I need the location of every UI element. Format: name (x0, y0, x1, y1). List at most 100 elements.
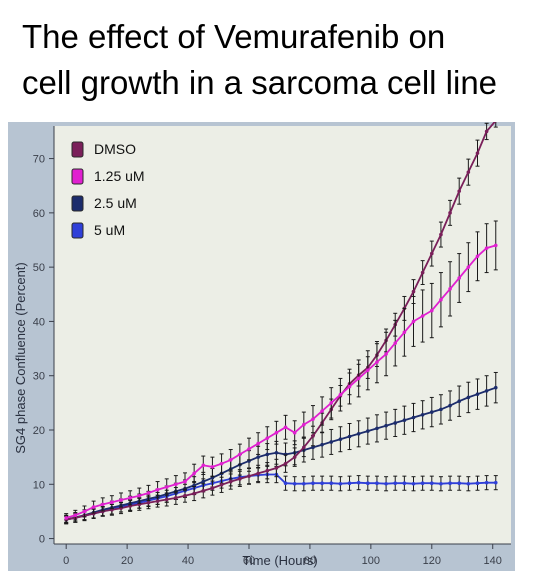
data-point (384, 352, 388, 356)
data-point (229, 480, 233, 484)
data-point (211, 486, 215, 490)
slide-title: The effect of Vemurafenib on cell growth… (22, 14, 537, 106)
legend-item: 2.5 uM (72, 195, 137, 211)
data-point (329, 481, 333, 485)
x-tick-label: 40 (182, 555, 194, 567)
data-point (238, 477, 242, 481)
data-point (293, 431, 297, 435)
data-point (448, 481, 452, 485)
legend-label: DMSO (94, 141, 136, 157)
data-point (229, 458, 233, 462)
data-point (329, 401, 333, 405)
data-point (421, 271, 425, 275)
data-point (375, 481, 379, 485)
data-point (128, 496, 132, 500)
data-point (192, 472, 196, 476)
data-point (256, 472, 260, 476)
data-point (348, 385, 352, 389)
data-point (256, 442, 260, 446)
y-tick-label: 10 (33, 479, 45, 491)
data-point (265, 436, 269, 440)
x-tick-label: 0 (63, 555, 69, 567)
data-point (375, 360, 379, 364)
legend-label: 5 uM (94, 222, 125, 238)
data-point (147, 491, 151, 495)
data-point (156, 499, 160, 503)
data-point (138, 494, 142, 498)
data-point (293, 455, 297, 459)
data-point (339, 437, 343, 441)
data-point (439, 233, 443, 237)
data-point (183, 494, 187, 498)
title-line-2: cell growth in a sarcoma cell line (22, 60, 537, 106)
data-point (494, 244, 498, 248)
data-point (247, 474, 251, 478)
data-point (430, 481, 434, 485)
data-point (467, 396, 471, 400)
data-point (275, 466, 279, 470)
data-point (101, 503, 105, 507)
data-point (201, 463, 205, 467)
data-point (293, 482, 297, 486)
data-point (311, 481, 315, 485)
data-point (220, 483, 224, 487)
data-point (238, 453, 242, 457)
data-point (192, 492, 196, 496)
data-point (339, 482, 343, 486)
data-point (110, 500, 114, 504)
data-point (403, 481, 407, 485)
data-point (412, 482, 416, 486)
data-point (174, 482, 178, 486)
data-point (393, 481, 397, 485)
data-point (467, 265, 471, 269)
y-tick-label: 50 (33, 262, 45, 274)
legend-item: 5 uM (72, 222, 125, 238)
y-tick-label: 0 (39, 534, 45, 546)
data-point (448, 287, 452, 291)
data-point (201, 480, 205, 484)
y-tick-label: 30 (33, 371, 45, 383)
data-point (412, 416, 416, 420)
data-point (165, 485, 169, 489)
data-point (265, 453, 269, 457)
data-point (366, 429, 370, 433)
title-line-1: The effect of Vemurafenib on (22, 14, 537, 60)
x-tick-label: 20 (121, 555, 133, 567)
y-tick-label: 20 (33, 425, 45, 437)
data-point (485, 246, 489, 250)
data-point (494, 481, 498, 485)
legend-swatch (72, 169, 83, 184)
x-tick-label: 120 (423, 555, 441, 567)
data-point (421, 314, 425, 318)
data-point (457, 399, 461, 403)
data-point (348, 481, 352, 485)
legend-label: 2.5 uM (94, 195, 137, 211)
data-point (457, 189, 461, 193)
data-point (357, 432, 361, 436)
data-point (366, 368, 370, 372)
y-tick-label: 40 (33, 316, 45, 328)
data-point (311, 417, 315, 421)
data-point (329, 440, 333, 444)
data-point (430, 410, 434, 414)
y-tick-label: 60 (33, 208, 45, 220)
data-point (439, 408, 443, 412)
data-point (457, 481, 461, 485)
data-point (165, 498, 169, 502)
data-point (430, 309, 434, 313)
data-point (457, 276, 461, 280)
data-point (412, 320, 416, 324)
legend-label: 1.25 uM (94, 168, 145, 184)
data-point (485, 481, 489, 485)
data-point (320, 409, 324, 413)
data-point (275, 451, 279, 455)
data-point (393, 421, 397, 425)
data-point (448, 404, 452, 408)
data-point (384, 424, 388, 428)
data-point (403, 418, 407, 422)
data-point (384, 482, 388, 486)
data-point (485, 130, 489, 134)
y-tick-label: 70 (33, 154, 45, 166)
data-point (156, 488, 160, 492)
